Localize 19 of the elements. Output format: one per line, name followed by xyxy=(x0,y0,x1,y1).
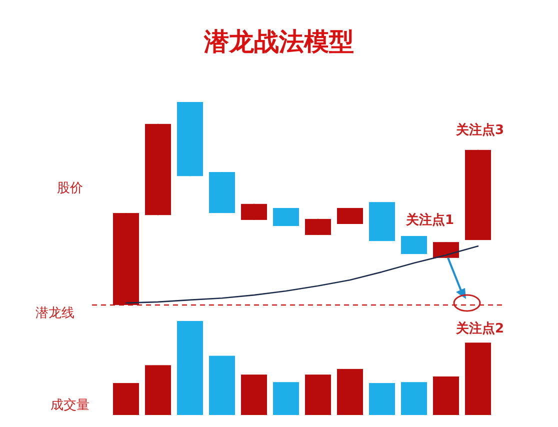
annotation: 关注点1 xyxy=(404,212,454,228)
bar xyxy=(337,368,363,415)
annotation: 关注点3 xyxy=(454,122,504,138)
bar xyxy=(433,376,459,415)
y-axis-title: 成交量 xyxy=(50,397,90,413)
ref-line-label: 潜龙线 xyxy=(36,306,74,321)
y-axis-title: 股价 xyxy=(57,181,83,196)
bar xyxy=(113,383,139,415)
chart-title: 潜龙战法模型 xyxy=(203,27,354,56)
bar xyxy=(465,342,491,415)
bar xyxy=(273,382,299,415)
annotation: 关注点2 xyxy=(454,320,504,337)
bar xyxy=(401,382,427,415)
bar xyxy=(209,356,235,415)
bar xyxy=(145,365,171,415)
bar xyxy=(177,321,203,415)
bar xyxy=(241,374,267,415)
bar xyxy=(305,374,331,415)
bar xyxy=(369,383,395,415)
